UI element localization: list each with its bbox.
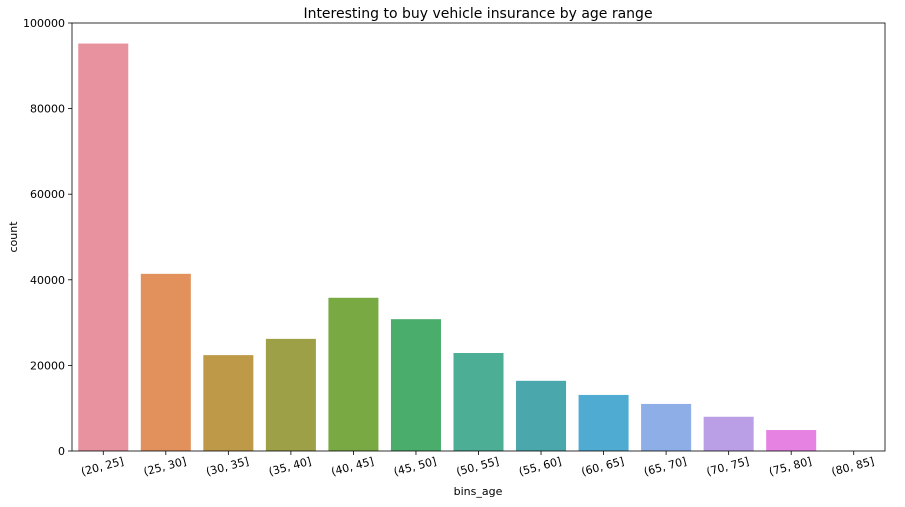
x-tick-label: (50, 55]	[455, 455, 500, 479]
x-tick-label: (60, 65]	[580, 455, 625, 479]
x-tick-label: (70, 75]	[705, 455, 750, 479]
x-tick-label: (35, 40]	[267, 455, 312, 479]
bar	[516, 380, 567, 451]
bar	[328, 297, 379, 451]
y-axis: 0 20000 40000 60000 80000 100000	[23, 17, 72, 458]
y-tick-label: 80000	[30, 103, 65, 116]
x-tick-label: (30, 35]	[205, 455, 250, 479]
x-axis-label: bins_age	[454, 485, 503, 498]
x-tick-label: (20, 25]	[80, 455, 125, 479]
y-tick-label: 100000	[23, 17, 65, 30]
bar	[578, 394, 629, 451]
x-tick-label: (65, 70]	[642, 455, 687, 479]
bar	[78, 43, 129, 451]
plot-frame	[71, 22, 886, 452]
chart-title: Interesting to buy vehicle insurance by …	[303, 6, 652, 22]
bar	[641, 403, 692, 451]
y-axis-label: count	[7, 221, 20, 253]
y-tick-label: 40000	[30, 274, 65, 287]
bar	[766, 430, 817, 451]
y-tick-label: 20000	[30, 359, 65, 372]
y-tick-label: 60000	[30, 188, 65, 201]
x-tick-label: (40, 45]	[330, 455, 375, 479]
x-tick-label: (80, 85]	[830, 455, 875, 479]
bar	[203, 355, 254, 451]
bar	[140, 273, 191, 451]
x-axis: (20, 25] (25, 30] (30, 35] (35, 40] (40, 45]…	[80, 451, 876, 479]
x-tick-label: (75, 80]	[768, 455, 813, 479]
y-tick-label: 0	[58, 445, 65, 458]
x-tick-label: (45, 50]	[392, 455, 437, 479]
bar	[265, 338, 316, 451]
bar	[390, 319, 441, 451]
bar	[453, 352, 504, 451]
x-tick-label: (55, 60]	[517, 455, 562, 479]
bar	[703, 416, 754, 451]
bars	[78, 43, 817, 451]
x-tick-label: (25, 30]	[142, 455, 187, 479]
